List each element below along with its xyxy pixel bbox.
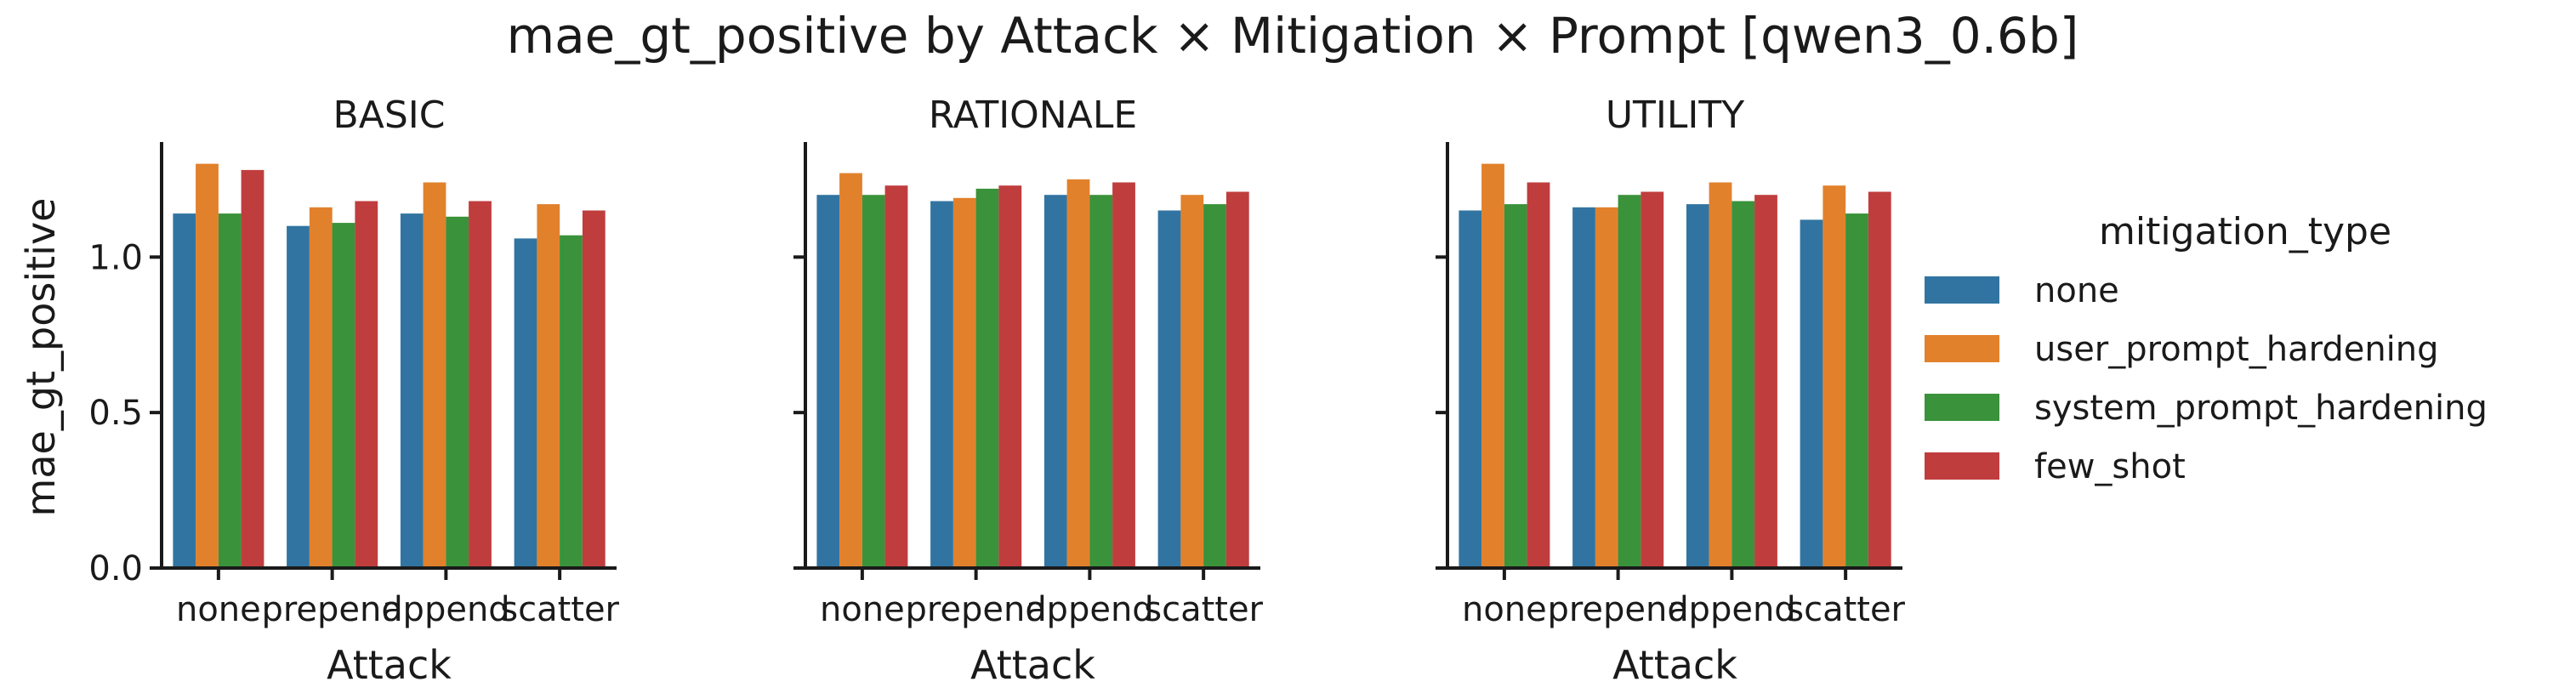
bar bbox=[400, 213, 424, 568]
bar bbox=[1595, 207, 1618, 569]
x-tick-label: none bbox=[820, 590, 905, 629]
bar bbox=[537, 204, 560, 568]
x-tick-label: prepend bbox=[1547, 590, 1688, 629]
bar bbox=[1868, 191, 1891, 568]
x-tick-label: scatter bbox=[1786, 590, 1905, 629]
bar bbox=[952, 197, 976, 569]
chart-title: mae_gt_positive by Attack × Mitigation ×… bbox=[507, 7, 2079, 65]
bar bbox=[1157, 210, 1181, 568]
bar bbox=[287, 225, 310, 568]
bar bbox=[930, 201, 953, 568]
x-tick-label: append bbox=[1668, 590, 1796, 629]
legend-label: system_prompt_hardening bbox=[2034, 389, 2488, 428]
x-tick-label: append bbox=[1026, 590, 1154, 629]
bar bbox=[309, 207, 333, 569]
legend: mitigation_type none user_prompt_hardenin… bbox=[1925, 210, 2488, 486]
panel-title: RATIONALE bbox=[929, 94, 1137, 137]
bar bbox=[998, 185, 1022, 568]
bar bbox=[862, 195, 885, 568]
legend-swatch bbox=[1925, 276, 1999, 304]
x-tick-label: scatter bbox=[500, 590, 619, 629]
bar bbox=[1618, 195, 1641, 568]
x-axis-label: Attack bbox=[970, 642, 1095, 688]
bar bbox=[218, 213, 242, 568]
bar bbox=[1732, 201, 1755, 568]
bar bbox=[173, 213, 196, 568]
x-tick-label: prepend bbox=[261, 590, 402, 629]
x-tick-label: scatter bbox=[1144, 590, 1263, 629]
bar bbox=[1823, 185, 1846, 568]
panel-title: UTILITY bbox=[1606, 94, 1744, 137]
bar bbox=[1504, 204, 1527, 568]
bar bbox=[582, 210, 606, 568]
bar bbox=[1089, 195, 1113, 568]
bar bbox=[1686, 204, 1709, 568]
bar bbox=[1641, 191, 1664, 568]
bar bbox=[241, 169, 264, 568]
legend-label: few_shot bbox=[2034, 447, 2186, 486]
x-axis-label: Attack bbox=[327, 642, 452, 688]
bar bbox=[816, 195, 840, 568]
y-tick-label: 0.5 bbox=[88, 394, 143, 433]
bar bbox=[560, 235, 583, 568]
legend-swatch bbox=[1925, 335, 1999, 362]
legend-swatch bbox=[1925, 394, 1999, 421]
y-axis-label: mae_gt_positive bbox=[18, 198, 64, 517]
legend-title: mitigation_type bbox=[2099, 210, 2391, 253]
bar bbox=[839, 173, 862, 568]
bar bbox=[975, 188, 999, 568]
legend-label: user_prompt_hardening bbox=[2034, 330, 2439, 369]
y-tick-label: 0.0 bbox=[88, 549, 143, 588]
bar bbox=[1066, 179, 1090, 568]
bar bbox=[355, 201, 378, 568]
bar bbox=[1572, 207, 1595, 569]
bar bbox=[423, 182, 446, 568]
bar bbox=[1180, 195, 1204, 568]
panel-title: BASIC bbox=[333, 94, 446, 137]
x-tick-label: append bbox=[382, 590, 510, 629]
x-axis-label: Attack bbox=[1612, 642, 1737, 688]
bar bbox=[1754, 195, 1777, 568]
bar bbox=[1203, 204, 1226, 568]
bar bbox=[1225, 191, 1249, 568]
bar bbox=[884, 185, 908, 568]
bar bbox=[1800, 219, 1823, 568]
bar bbox=[469, 201, 492, 568]
x-tick-label: prepend bbox=[905, 590, 1046, 629]
bar bbox=[514, 238, 537, 568]
bar bbox=[1527, 182, 1550, 568]
bar bbox=[332, 223, 355, 568]
bar bbox=[1459, 210, 1482, 568]
bar bbox=[196, 163, 219, 568]
legend-swatch bbox=[1925, 452, 1999, 480]
x-tick-label: none bbox=[1462, 590, 1547, 629]
bar bbox=[1845, 213, 1868, 568]
bar bbox=[446, 216, 469, 569]
bar bbox=[1112, 182, 1135, 568]
legend-label: none bbox=[2034, 271, 2119, 310]
bar bbox=[1709, 182, 1732, 568]
y-tick-label: 1.0 bbox=[88, 238, 143, 277]
x-tick-label: none bbox=[176, 590, 261, 629]
bar bbox=[1481, 163, 1504, 568]
bar bbox=[1043, 195, 1067, 568]
